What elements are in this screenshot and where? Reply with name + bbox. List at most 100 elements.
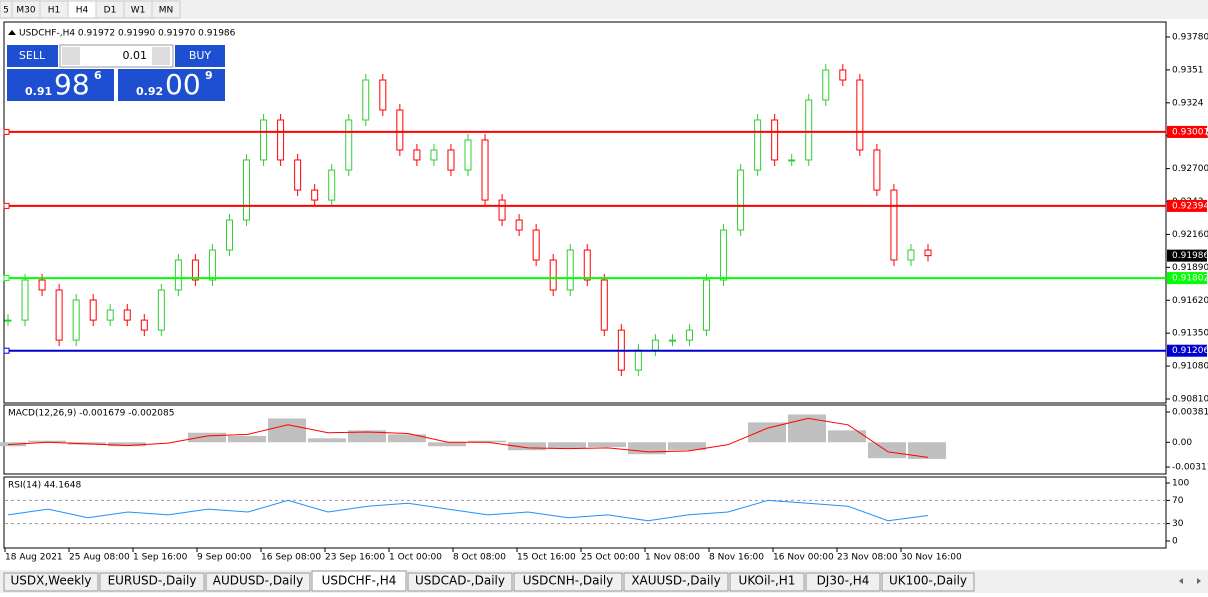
tab[interactable] xyxy=(311,570,407,592)
candle xyxy=(413,149,421,161)
candle xyxy=(72,299,80,341)
candle xyxy=(208,249,216,281)
tab[interactable] xyxy=(805,572,881,592)
macd-tick-label: 0.00 xyxy=(1172,438,1192,448)
candle xyxy=(566,249,574,291)
collapse-icon[interactable] xyxy=(8,30,16,35)
tab-scroll-right[interactable] xyxy=(1197,578,1201,584)
x-tick-label: 15 Oct 16:00 xyxy=(517,553,576,563)
tab[interactable] xyxy=(407,572,513,592)
y-tick-label: 0.90810 xyxy=(1172,394,1208,404)
lot-up[interactable] xyxy=(152,47,170,65)
macd-bar xyxy=(548,442,586,449)
level-tag xyxy=(1167,344,1207,357)
candle xyxy=(498,199,506,221)
bid-big: 98 xyxy=(54,68,90,101)
candle xyxy=(243,159,251,221)
lot-field[interactable] xyxy=(59,44,174,68)
macd-tick-label: 0.003811 xyxy=(1172,407,1208,417)
candle xyxy=(362,79,370,121)
sell-button[interactable] xyxy=(7,45,58,67)
tab[interactable] xyxy=(881,572,975,592)
y-tick-label: 0.91350 xyxy=(1172,329,1208,339)
macd-bar xyxy=(828,430,866,443)
timeframe-label: W1 xyxy=(131,6,146,16)
candle xyxy=(685,329,693,341)
symbol-info: USDCHF-,H4 0.91972 0.91990 0.91970 0.919… xyxy=(19,29,236,39)
candle xyxy=(822,69,830,101)
bid-sup: 6 xyxy=(94,69,102,82)
x-tick-label: 9 Sep 00:00 xyxy=(197,553,252,563)
timeframe-label: H4 xyxy=(76,6,89,16)
rsi-label: RSI(14) 44.1648 xyxy=(8,481,81,491)
macd-bar xyxy=(228,435,266,443)
macd-bar xyxy=(748,422,786,443)
tab[interactable] xyxy=(729,572,805,592)
tab-label: USDX,Weekly xyxy=(11,574,92,588)
level-handle[interactable] xyxy=(3,128,10,135)
x-tick-label: 1 Nov 08:00 xyxy=(645,553,700,563)
candle xyxy=(140,319,148,331)
candle xyxy=(174,259,182,291)
tab[interactable] xyxy=(3,572,99,592)
candle xyxy=(754,119,762,171)
tab[interactable] xyxy=(99,572,205,592)
y-tick-label: 0.91620 xyxy=(1172,296,1208,306)
bid-prefix: 0.91 xyxy=(25,85,52,98)
tab[interactable] xyxy=(205,572,311,592)
price-label: 0.91986 xyxy=(1172,251,1208,261)
y-tick-label: 0.9324 xyxy=(1172,98,1204,108)
level-label: 0.91802 xyxy=(1172,274,1208,284)
lot-down[interactable] xyxy=(62,47,80,65)
buy-button[interactable] xyxy=(175,45,225,67)
macd-bar xyxy=(188,432,226,443)
macd-label: MACD(12,26,9) -0.001679 -0.002085 xyxy=(8,409,174,419)
buy-label: BUY xyxy=(189,49,212,62)
candle xyxy=(157,289,165,331)
bid-box[interactable] xyxy=(7,69,114,101)
candle xyxy=(447,149,455,171)
timeframe-label: M30 xyxy=(16,6,35,16)
timeframe-label: 5 xyxy=(3,6,9,16)
candle xyxy=(38,279,46,291)
tab[interactable] xyxy=(623,572,729,592)
macd-bar xyxy=(108,442,146,447)
candle xyxy=(873,149,881,191)
x-tick-label: 8 Oct 08:00 xyxy=(453,553,506,563)
x-tick-label: 1 Sep 16:00 xyxy=(133,553,188,563)
level-handle[interactable] xyxy=(3,275,10,282)
candle xyxy=(55,289,63,341)
level-tag xyxy=(1167,199,1207,212)
rsi-tick-label: 100 xyxy=(1172,479,1189,489)
candle xyxy=(260,119,268,161)
tab-label: USDCAD-,Daily xyxy=(415,574,505,588)
candle xyxy=(345,119,353,171)
macd-bar xyxy=(268,418,306,443)
level-label: 0.91206 xyxy=(1172,346,1208,356)
tab-scroll-left[interactable] xyxy=(1179,578,1183,584)
ask-box[interactable] xyxy=(118,69,225,101)
candle xyxy=(907,249,915,261)
level-handle[interactable] xyxy=(3,202,10,209)
candle xyxy=(532,229,540,261)
tab-label: XAUUSD-,Daily xyxy=(631,574,720,588)
timeframe-button[interactable] xyxy=(151,0,181,19)
tab-label: DJ30-,H4 xyxy=(817,574,870,588)
level-tag xyxy=(1167,125,1207,138)
tab[interactable] xyxy=(513,572,623,592)
macd-bar xyxy=(668,442,706,451)
x-tick-label: 18 Aug 2021 xyxy=(5,553,63,563)
x-tick-label: 23 Sep 16:00 xyxy=(325,553,385,563)
x-tick-label: 25 Oct 00:00 xyxy=(581,553,640,563)
candle xyxy=(294,159,302,191)
macd-bar xyxy=(348,430,386,443)
candle xyxy=(703,279,711,331)
candle xyxy=(89,299,97,321)
x-tick-label: 25 Aug 08:00 xyxy=(69,553,130,563)
lot-value: 0.01 xyxy=(123,49,148,62)
candle xyxy=(328,169,336,201)
candle xyxy=(4,319,12,322)
level-handle[interactable] xyxy=(3,347,10,354)
y-tick-label: 0.91080 xyxy=(1172,362,1208,372)
